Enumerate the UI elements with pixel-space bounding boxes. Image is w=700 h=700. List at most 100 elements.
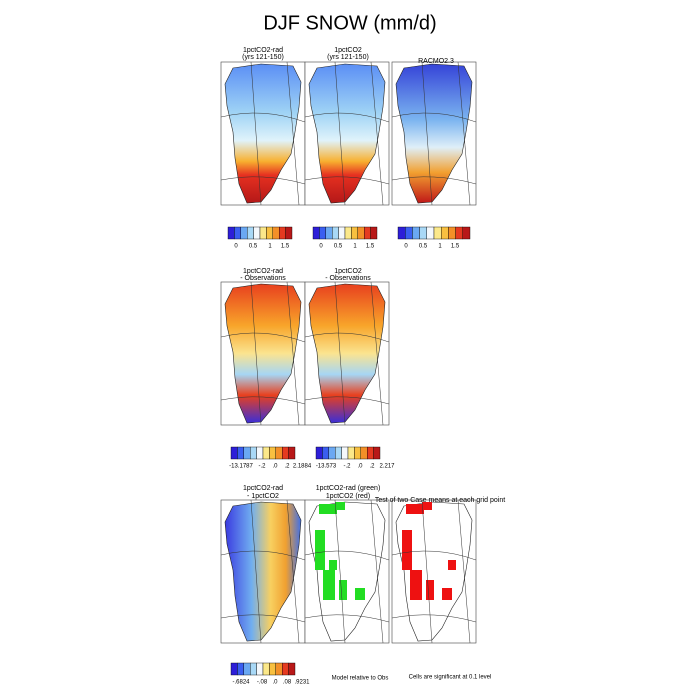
meridian xyxy=(421,61,433,206)
map-panel xyxy=(220,499,306,644)
colorbar-box xyxy=(373,446,381,460)
panel-title: 1pctCO2 (red) xyxy=(326,493,370,500)
significant-cells xyxy=(335,502,345,510)
colorbar-box xyxy=(237,446,244,460)
colorbar-box xyxy=(249,446,257,460)
panel-title: 1pctCO2 xyxy=(334,268,362,275)
significant-cells xyxy=(442,588,452,600)
meridian xyxy=(250,281,262,426)
panel-title: (yrs 121-150) xyxy=(327,54,369,61)
colorbar-label: 0.5 xyxy=(249,244,258,250)
meridian xyxy=(334,61,346,206)
latitude-line xyxy=(304,396,390,405)
colorbar-label: 1.5 xyxy=(451,244,460,250)
colorbar-label: 0 xyxy=(234,244,238,250)
colorbar-box xyxy=(328,446,336,460)
latitude-line xyxy=(304,550,390,561)
greenland xyxy=(224,501,302,642)
map-panel xyxy=(304,61,390,206)
significant-cells xyxy=(406,504,424,514)
panel-title: (yrs 121-150) xyxy=(242,54,284,61)
panel-title: - 1pctCO2 xyxy=(247,493,279,500)
panel-title: - Observations xyxy=(325,275,371,282)
colorbar-box xyxy=(360,446,368,460)
colorbar-label: 2.1884 xyxy=(293,464,312,470)
colorbar-box xyxy=(319,226,326,240)
panel-title: 1pctCO2-rad xyxy=(243,485,283,492)
colorbar-box xyxy=(282,446,289,460)
colorbar-box xyxy=(256,446,264,460)
meridian xyxy=(250,499,262,644)
colorbar-box xyxy=(259,226,267,240)
colorbar-box xyxy=(335,446,342,460)
colorbar-label: .0 xyxy=(272,464,278,470)
latitude-line xyxy=(220,176,306,185)
significant-cells xyxy=(323,570,335,600)
colorbar-box xyxy=(269,662,276,676)
significant-cells xyxy=(410,570,422,600)
colorbar-box xyxy=(240,226,248,240)
colorbar-label: -.08 xyxy=(257,680,268,686)
meridian xyxy=(250,61,262,206)
panel-title: 1pctCO2-rad xyxy=(243,47,283,54)
colorbar-box xyxy=(279,226,286,240)
colorbar-box xyxy=(243,446,251,460)
colorbar-box xyxy=(249,662,257,676)
latitude-line xyxy=(304,332,390,343)
greenland xyxy=(395,63,473,204)
colorbar-label: .2 xyxy=(369,464,375,470)
colorbar-box xyxy=(269,446,276,460)
latitude-line xyxy=(304,176,390,185)
meridian xyxy=(457,499,471,644)
meridian xyxy=(370,499,384,644)
significant-cells xyxy=(402,530,412,570)
colorbar-box xyxy=(312,226,320,240)
colorbar-box xyxy=(275,662,283,676)
panel-title: 1pctCO2-rad xyxy=(243,268,283,275)
colorbar-box xyxy=(256,662,264,676)
colorbar-box xyxy=(357,226,365,240)
latitude-line xyxy=(220,396,306,405)
colorbar-box xyxy=(332,226,339,240)
latitude-line xyxy=(220,550,306,561)
greenland xyxy=(308,283,386,424)
colorbar-box xyxy=(341,446,349,460)
colorbar-box xyxy=(262,446,270,460)
greenland xyxy=(308,63,386,204)
colorbar-label: 2.217 xyxy=(379,464,395,470)
colorbar-box xyxy=(237,662,244,676)
colorbar-label: 1.5 xyxy=(366,244,375,250)
greenland xyxy=(224,283,302,424)
colorbar-box xyxy=(426,226,435,240)
significant-cells xyxy=(355,588,365,600)
colorbar-box xyxy=(364,226,371,240)
colorbar-box xyxy=(433,226,442,240)
colorbar-label: 1 xyxy=(268,244,272,250)
colorbar-label: -13.1787 xyxy=(229,464,253,470)
colorbar-box xyxy=(288,662,296,676)
significant-cells xyxy=(339,580,347,600)
colorbar-label: .9231 xyxy=(294,680,310,686)
map-panel xyxy=(391,61,477,206)
colorbar-label: .0 xyxy=(357,464,363,470)
colorbar-box xyxy=(285,226,293,240)
colorbar-box xyxy=(448,226,456,240)
map-panel xyxy=(220,281,306,426)
map-panel xyxy=(304,499,390,644)
colorbar-box xyxy=(397,226,406,240)
colorbar-box xyxy=(405,226,413,240)
colorbar-box xyxy=(230,662,238,676)
panel-title: 1pctCO2-rad (green) xyxy=(316,485,381,492)
colorbar-box xyxy=(367,446,374,460)
meridian xyxy=(286,499,300,644)
meridian xyxy=(370,281,384,426)
colorbar-box xyxy=(230,446,238,460)
colorbar-box xyxy=(272,226,280,240)
colorbar-box xyxy=(370,226,378,240)
significant-cells xyxy=(315,530,325,570)
colorbar-label: 1 xyxy=(353,244,357,250)
colorbar-box xyxy=(315,446,323,460)
meridian xyxy=(421,499,433,644)
colorbar-box xyxy=(243,662,251,676)
